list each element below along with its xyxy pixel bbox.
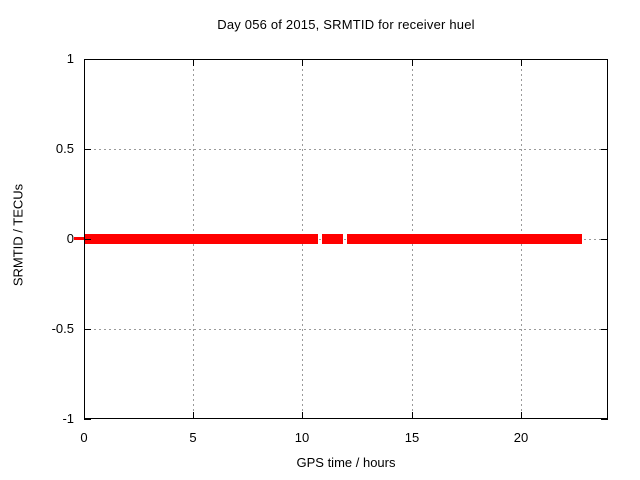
y-tick-label: -0.5 (51, 321, 74, 336)
y-tick-right (601, 59, 608, 60)
y-gridline (84, 149, 608, 150)
y-tick-right (601, 329, 608, 330)
x-axis-title: GPS time / hours (296, 455, 396, 470)
y-tick-label: 0.5 (55, 141, 74, 156)
x-tick-top (193, 59, 194, 66)
y-tick-label: 0 (66, 231, 74, 246)
y-tick-left (84, 329, 91, 330)
chart-title: Day 056 of 2015, SRMTID for receiver hue… (217, 17, 475, 32)
x-tick-bottom (302, 412, 303, 419)
data-axis-overhang-mark (74, 237, 84, 240)
x-tick-label: 5 (189, 430, 197, 445)
x-tick-label: 0 (80, 430, 88, 445)
x-tick-label: 10 (294, 430, 310, 445)
data-segment (322, 234, 343, 244)
y-tick-left (84, 59, 91, 60)
y-tick-left (84, 149, 91, 150)
x-tick-top (521, 59, 522, 66)
y-tick-label: 1 (66, 51, 74, 66)
data-segment (84, 234, 318, 244)
x-tick-top (302, 59, 303, 66)
data-segment (347, 234, 582, 244)
y-tick-right (601, 149, 608, 150)
x-tick-label: 15 (404, 430, 420, 445)
x-tick-top (412, 59, 413, 66)
x-tick-label: 20 (513, 430, 529, 445)
x-tick-bottom (412, 412, 413, 419)
x-tick-top (84, 59, 85, 66)
y-tick-right (601, 239, 608, 240)
y-tick-right (601, 419, 608, 420)
x-tick-bottom (521, 412, 522, 419)
y-tick-left (84, 239, 91, 240)
x-tick-bottom (193, 412, 194, 419)
y-gridline (84, 329, 608, 330)
y-tick-left (84, 419, 91, 420)
y-tick-label: -1 (62, 411, 74, 426)
x-tick-bottom (84, 412, 85, 419)
y-gridline (84, 239, 608, 240)
